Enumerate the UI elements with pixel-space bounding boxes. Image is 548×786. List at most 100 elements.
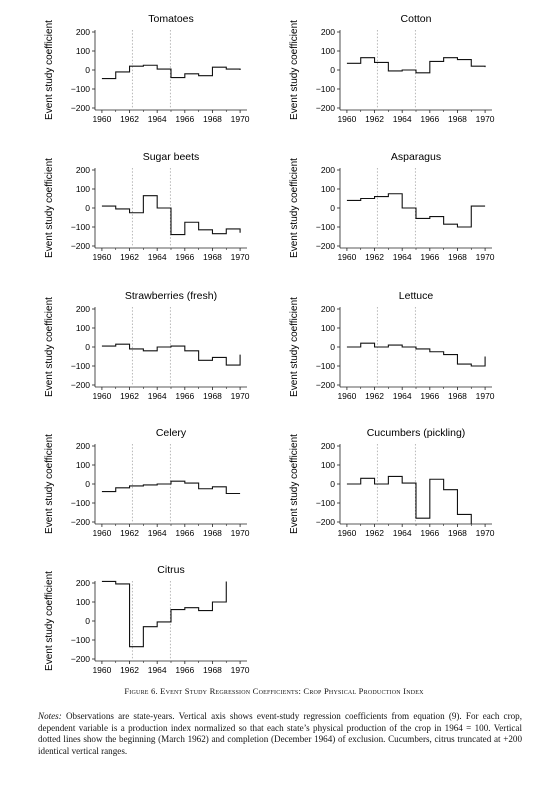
y-tick-label: −200 [71,103,90,113]
x-tick-label: 1964 [148,114,167,124]
panel-tomatoes: Tomatoes Event study coefficient −200 −100 0… [44,13,250,124]
x-tick-label: 1964 [393,252,412,262]
x-tick-label: 1966 [420,391,439,401]
y-tick-label: −100 [71,84,90,94]
y-tick-label: 0 [85,203,90,213]
x-tick-label: 1968 [203,114,222,124]
y-tick-label: 100 [321,184,335,194]
x-tick-label: 1966 [175,528,194,538]
panel-citrus: Citrus Event study coefficient −200 −100 0 10… [44,564,250,675]
notes-text: Observations are state-years. Vertical a… [38,711,522,756]
y-tick-label: 200 [76,165,90,175]
series-step-line [346,57,486,74]
y-tick-label: −100 [71,498,90,508]
panel-title: Tomatoes [148,13,194,25]
y-tick-label: 100 [76,46,90,56]
x-tick-label: 1970 [476,252,495,262]
y-axis-label: Event study coefficient [44,20,55,120]
y-tick-label: −200 [316,241,335,251]
x-tick-label: 1960 [337,528,356,538]
y-tick-label: −200 [316,103,335,113]
y-tick-label: 0 [330,342,335,352]
panel-title: Cucumbers (pickling) [367,427,466,439]
x-tick-label: 1962 [365,528,384,538]
x-tick-label: 1960 [337,391,356,401]
series-step-line [101,64,241,80]
y-axis-label: Event study coefficient [289,297,300,397]
y-tick-label: 200 [76,27,90,37]
x-tick-label: 1968 [448,391,467,401]
y-tick-label: 0 [85,65,90,75]
x-tick-label: 1960 [337,252,356,262]
x-tick-label: 1964 [148,391,167,401]
y-tick-label: 100 [76,460,90,470]
x-tick-label: 1960 [92,528,111,538]
x-tick-label: 1966 [420,528,439,538]
y-tick-label: 100 [321,323,335,333]
x-tick-label: 1960 [92,665,111,675]
x-tick-label: 1966 [175,114,194,124]
x-tick-label: 1960 [337,114,356,124]
x-tick-label: 1964 [148,528,167,538]
y-tick-label: 0 [85,342,90,352]
x-tick-label: 1968 [203,665,222,675]
panel-title: Cotton [401,13,432,25]
x-tick-label: 1966 [175,665,194,675]
x-tick-label: 1960 [92,114,111,124]
y-tick-label: −200 [316,380,335,390]
x-tick-label: 1970 [476,391,495,401]
x-tick-label: 1970 [231,391,250,401]
y-tick-label: 0 [85,616,90,626]
y-tick-label: 200 [321,165,335,175]
x-tick-label: 1970 [231,252,250,262]
y-axis-label: Event study coefficient [44,158,55,258]
y-axis-label: Event study coefficient [289,434,300,534]
y-tick-label: 200 [321,304,335,314]
y-tick-label: 0 [330,203,335,213]
panel-title: Asparagus [391,151,441,163]
panel-title: Citrus [157,564,184,576]
y-tick-label: 0 [330,65,335,75]
x-tick-label: 1968 [203,391,222,401]
x-tick-label: 1962 [365,114,384,124]
x-tick-label: 1966 [175,391,194,401]
x-tick-label: 1962 [365,391,384,401]
y-tick-label: −200 [71,241,90,251]
x-tick-label: 1968 [448,528,467,538]
figure-notes: Notes: Observations are state-years. Ver… [38,711,522,757]
y-axis-label: Event study coefficient [44,434,55,534]
x-tick-label: 1964 [393,528,412,538]
x-tick-label: 1962 [365,252,384,262]
x-tick-label: 1970 [231,665,250,675]
y-tick-label: 100 [321,46,335,56]
x-tick-label: 1968 [448,114,467,124]
panel-lettuce: Lettuce Event study coefficient −200 −100 0 1… [289,290,495,401]
notes-label: Notes: [38,711,62,721]
y-tick-label: −100 [71,222,90,232]
series-step-line [346,193,486,228]
y-tick-label: −200 [71,380,90,390]
x-tick-label: 1968 [203,252,222,262]
y-tick-label: 0 [85,479,90,489]
x-tick-label: 1960 [92,252,111,262]
x-tick-label: 1962 [120,391,139,401]
y-axis-label: Event study coefficient [289,20,300,120]
y-tick-label: 0 [330,479,335,489]
series-step-line [346,342,486,367]
y-tick-label: 200 [76,578,90,588]
x-tick-label: 1962 [120,528,139,538]
y-tick-label: 200 [76,441,90,451]
x-tick-label: 1970 [476,528,495,538]
x-tick-label: 1970 [231,114,250,124]
x-tick-label: 1964 [148,665,167,675]
y-tick-label: −100 [316,498,335,508]
y-tick-label: −100 [71,635,90,645]
x-tick-label: 1968 [203,528,222,538]
series-step-line [101,580,227,648]
x-tick-label: 1960 [92,391,111,401]
x-tick-label: 1962 [120,665,139,675]
y-tick-label: −200 [71,654,90,664]
y-tick-label: 200 [321,27,335,37]
y-tick-label: 100 [321,460,335,470]
panel-cotton: Cotton Event study coefficient −200 −100 0 10… [289,13,495,124]
